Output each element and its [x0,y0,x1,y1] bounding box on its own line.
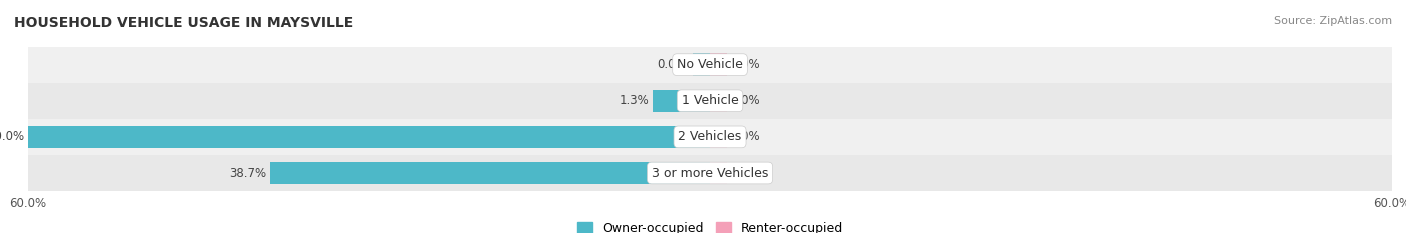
Bar [710,89,727,112]
Text: Source: ZipAtlas.com: Source: ZipAtlas.com [1274,16,1392,26]
Bar [270,162,710,184]
Bar [693,53,710,76]
Text: 0.0%: 0.0% [731,130,761,143]
Bar [28,47,1392,83]
Text: 1 Vehicle: 1 Vehicle [682,94,738,107]
Text: 60.0%: 60.0% [0,130,25,143]
Bar [710,53,727,76]
Bar [710,126,727,148]
Text: 2 Vehicles: 2 Vehicles [679,130,741,143]
Text: HOUSEHOLD VEHICLE USAGE IN MAYSVILLE: HOUSEHOLD VEHICLE USAGE IN MAYSVILLE [14,16,353,30]
Bar [28,83,1392,119]
Bar [28,155,1392,191]
Text: 0.0%: 0.0% [731,58,761,71]
Bar [28,126,710,148]
Legend: Owner-occupied, Renter-occupied: Owner-occupied, Renter-occupied [572,217,848,233]
Text: 0.0%: 0.0% [658,58,688,71]
Bar [28,119,1392,155]
Text: 0.0%: 0.0% [731,167,761,179]
Text: No Vehicle: No Vehicle [678,58,742,71]
Text: 0.0%: 0.0% [731,94,761,107]
Bar [710,162,727,184]
Text: 38.7%: 38.7% [229,167,267,179]
Bar [654,89,710,112]
Text: 1.3%: 1.3% [620,94,650,107]
Text: 3 or more Vehicles: 3 or more Vehicles [652,167,768,179]
